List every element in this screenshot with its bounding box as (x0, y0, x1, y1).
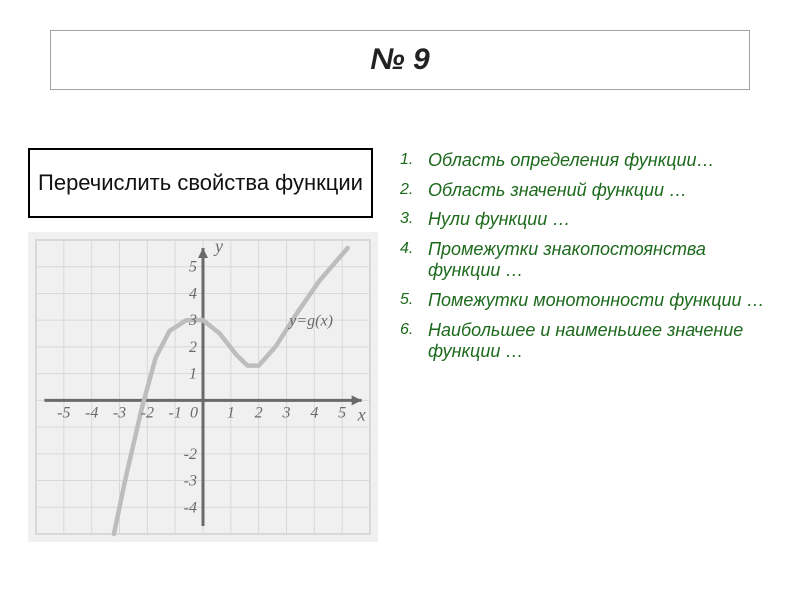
svg-text:-2: -2 (141, 404, 154, 421)
svg-text:-4: -4 (184, 499, 197, 516)
panel-title: Перечислить свойства функции (38, 170, 363, 196)
svg-text:2: 2 (189, 339, 197, 356)
svg-text:3: 3 (282, 404, 291, 421)
list-item-number: 6. (400, 320, 413, 339)
panel-title-box: Перечислить свойства функции (28, 148, 373, 218)
list-item: 5. Помежутки монотонности функции … (400, 290, 780, 312)
svg-text:4: 4 (310, 404, 318, 421)
svg-text:y=g(x): y=g(x) (287, 313, 333, 330)
list-item-number: 2. (400, 180, 413, 199)
list-item-number: 4. (400, 239, 413, 258)
list-item-text: Промежутки знакопостоянства функции … (428, 239, 706, 281)
svg-text:-3: -3 (113, 404, 126, 421)
svg-text:-4: -4 (85, 404, 98, 421)
list-item-number: 1. (400, 150, 413, 169)
list-item: 3. Нули функции … (400, 209, 780, 231)
svg-text:-3: -3 (184, 473, 197, 490)
svg-text:-1: -1 (169, 404, 182, 421)
list-item-text: Нули функции … (428, 209, 570, 229)
list-item: 6. Наибольшее и наименьшее значение функц… (400, 320, 780, 363)
svg-text:y: y (213, 236, 223, 256)
list-item: 1. Область определения функции… (400, 150, 780, 172)
list-item: 2. Область значений функции … (400, 180, 780, 202)
svg-text:5: 5 (189, 259, 197, 276)
page-title: № 9 (370, 43, 429, 77)
svg-text:5: 5 (338, 404, 346, 421)
svg-text:0: 0 (190, 404, 198, 421)
properties-list: 1. Область определения функции… 2. Область … (400, 150, 780, 371)
svg-text:3: 3 (188, 312, 197, 329)
svg-text:1: 1 (189, 366, 197, 383)
svg-text:-5: -5 (57, 404, 70, 421)
svg-text:2: 2 (255, 404, 263, 421)
title-frame: № 9 (50, 30, 750, 90)
svg-text:x: x (357, 404, 366, 424)
list-item-number: 5. (400, 290, 413, 309)
list-item-text: Область определения функции… (428, 150, 715, 170)
list-item-text: Область значений функции … (428, 180, 687, 200)
chart-container: -5 -4 -3 -2 -1 0 1 2 3 4 5 1 2 3 4 5 -2 -3 -4 y x y=g(x) (28, 232, 378, 542)
svg-text:1: 1 (227, 404, 235, 421)
svg-text:-2: -2 (184, 446, 197, 463)
list-item-text: Наибольшее и наименьшее значение функции… (428, 320, 743, 362)
list-item: 4. Промежутки знакопостоянства функции … (400, 239, 780, 282)
svg-text:4: 4 (189, 285, 197, 302)
function-chart: -5 -4 -3 -2 -1 0 1 2 3 4 5 1 2 3 4 5 -2 -3 -4 y x y=g(x) (28, 232, 378, 542)
list-item-text: Помежутки монотонности функции … (428, 290, 765, 310)
list-item-number: 3. (400, 209, 413, 228)
